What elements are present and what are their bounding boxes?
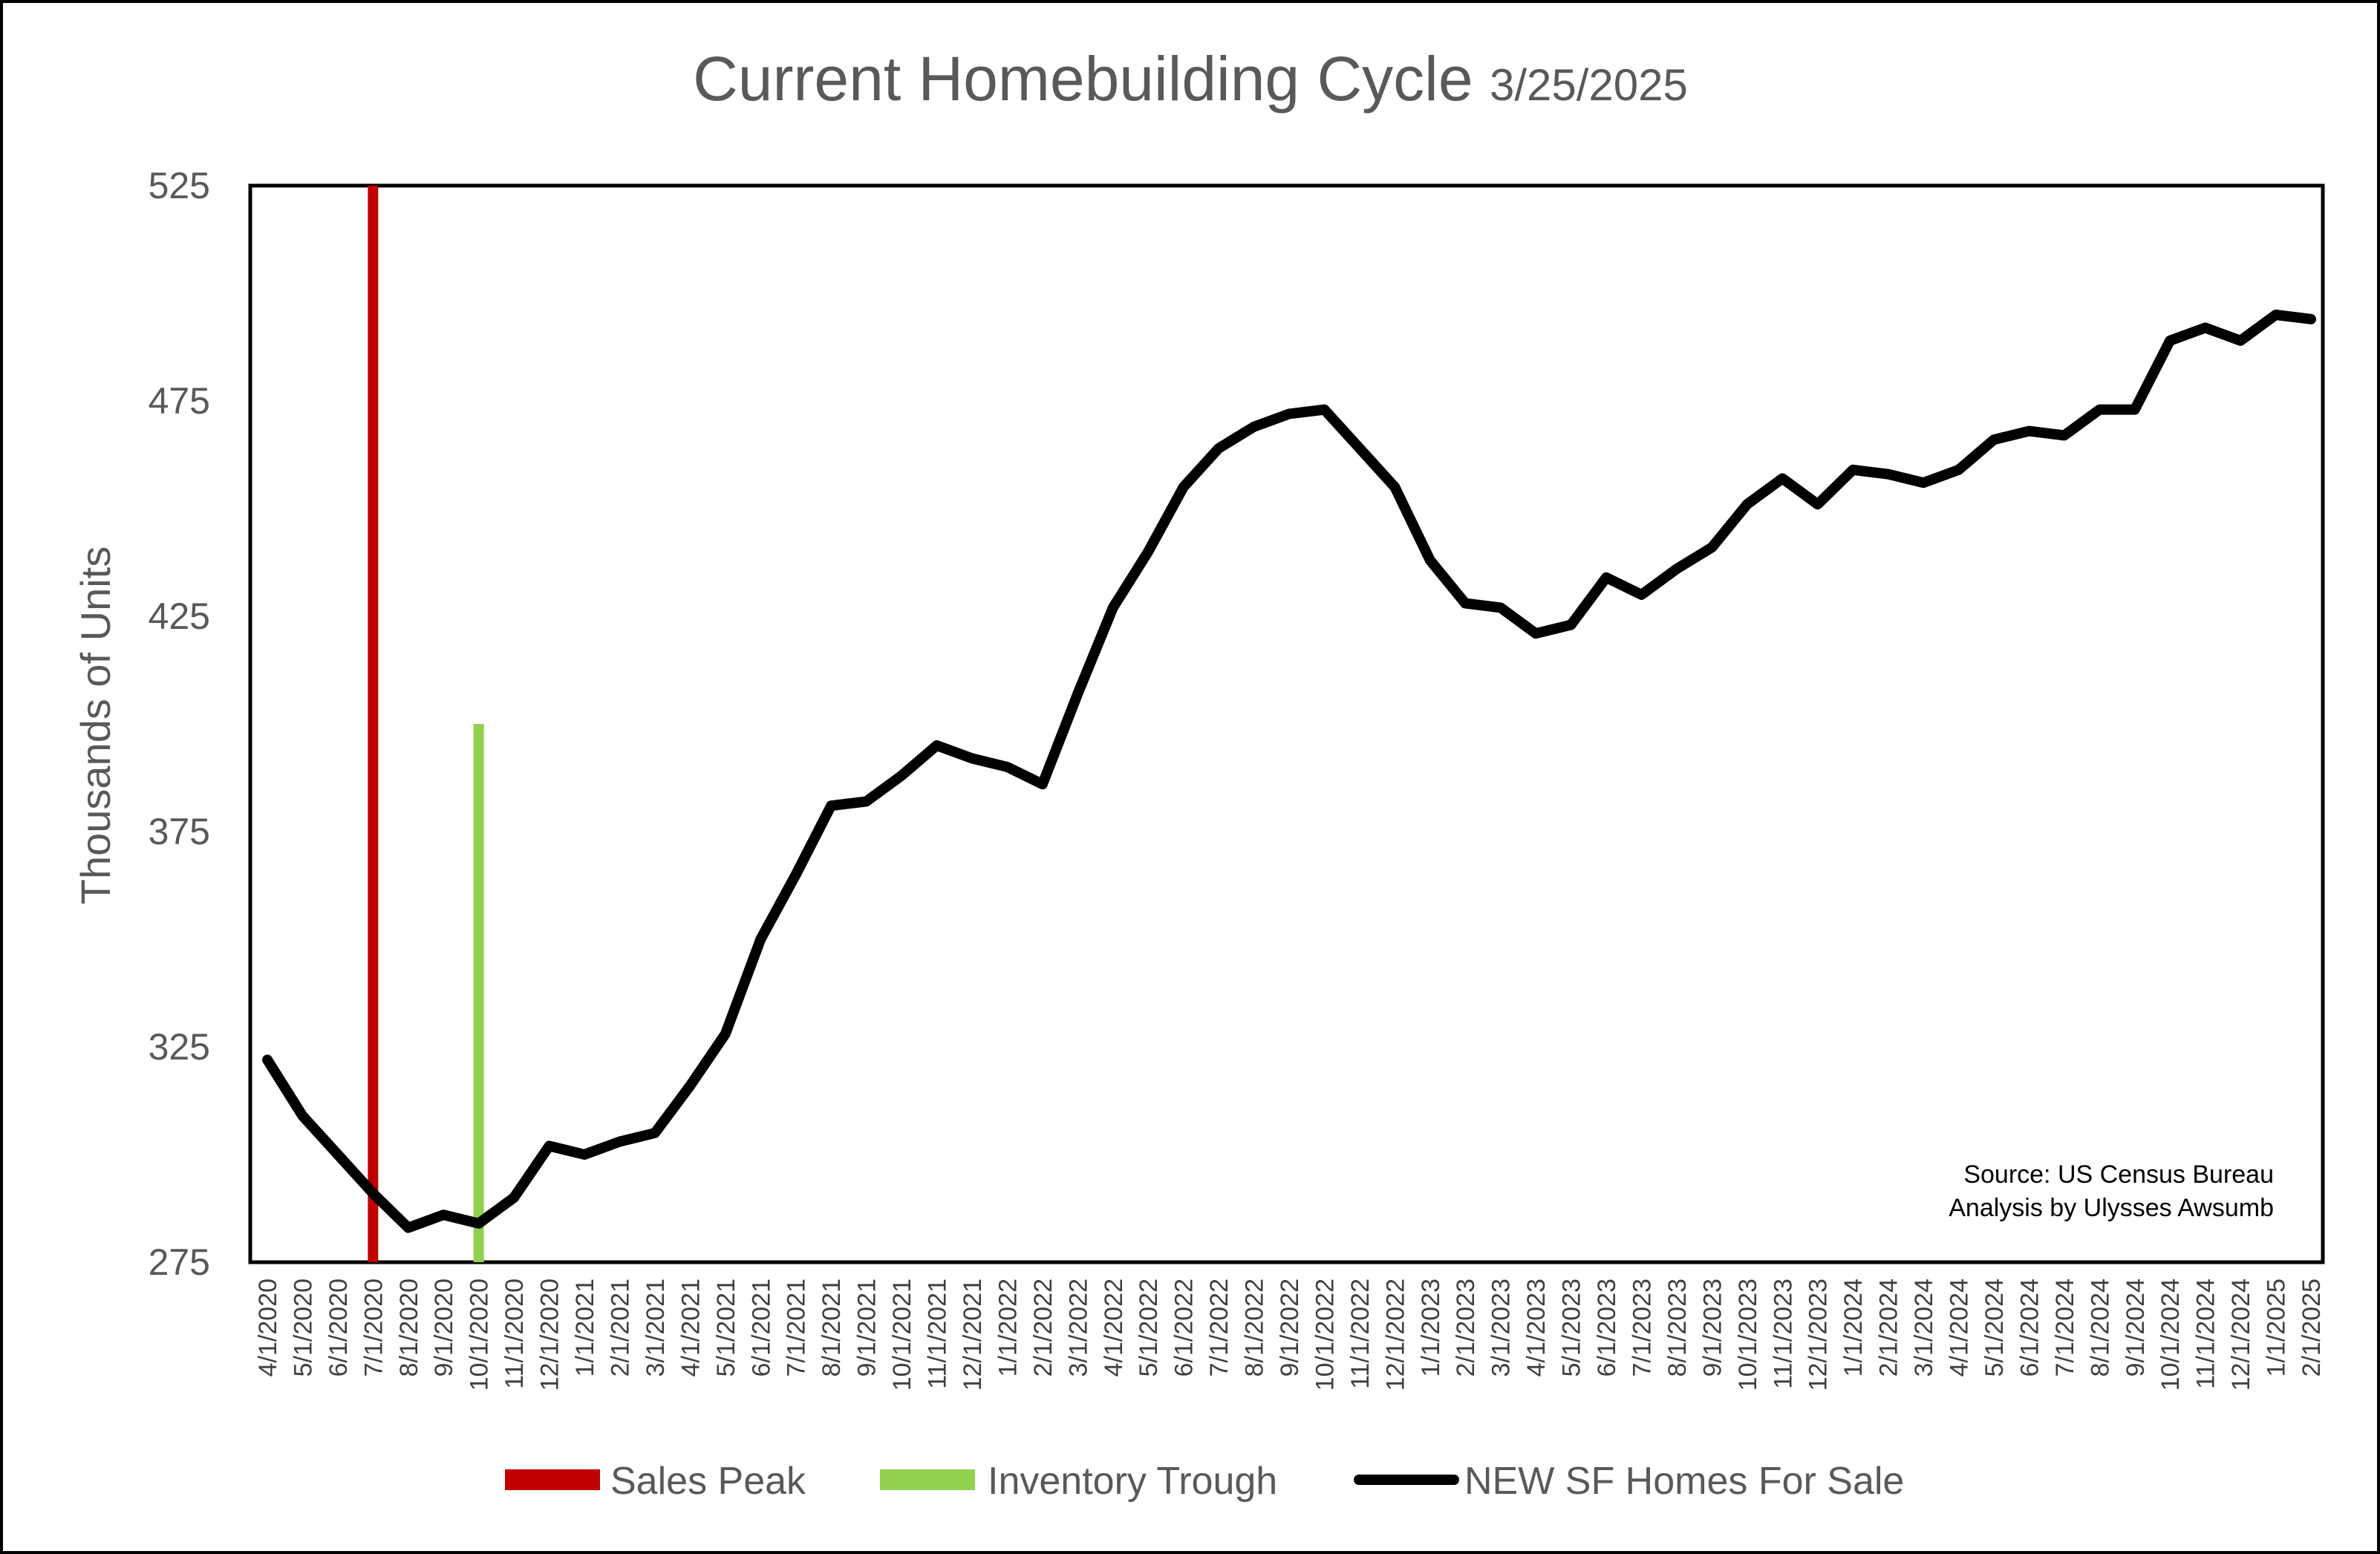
legend: Sales Peak Inventory Trough NEW SF Homes… xyxy=(505,1460,1904,1503)
x-tick-label: 12/1/2022 xyxy=(1381,1279,1409,1391)
x-tick-label: 4/1/2020 xyxy=(254,1279,282,1377)
x-tick-label: 7/1/2023 xyxy=(1628,1279,1656,1377)
x-tick-label: 11/1/2020 xyxy=(501,1279,529,1389)
legend-label-new-sf-homes: NEW SF Homes For Sale xyxy=(1464,1460,1904,1503)
plot-area xyxy=(248,183,2325,1264)
source-line-2: Analysis by Ulysses Awsumb xyxy=(1949,1194,2274,1222)
x-tick-label: 7/1/2021 xyxy=(783,1279,811,1377)
y-tick-label: 475 xyxy=(149,380,210,422)
x-tick-label: 8/1/2024 xyxy=(2086,1279,2114,1377)
legend-label-inventory-trough: Inventory Trough xyxy=(988,1460,1277,1503)
x-tick-label: 2/1/2023 xyxy=(1452,1279,1480,1377)
x-tick-label: 4/1/2024 xyxy=(1946,1279,1974,1377)
marker-line-sales-peak xyxy=(368,186,379,1262)
x-tick-label: 10/1/2022 xyxy=(1311,1279,1339,1391)
x-tick-label: 2/1/2024 xyxy=(1875,1279,1903,1377)
x-tick-label: 3/1/2021 xyxy=(642,1279,670,1377)
x-tick-label: 2/1/2022 xyxy=(1029,1279,1057,1377)
x-tick-label: 9/1/2020 xyxy=(430,1279,458,1377)
x-tick-label: 6/1/2023 xyxy=(1593,1279,1621,1377)
x-tick-label: 8/1/2021 xyxy=(818,1279,846,1377)
y-tick-label: 425 xyxy=(149,595,210,637)
chart-subtitle: 3/25/2025 xyxy=(1490,60,1688,110)
x-tick-label: 3/1/2022 xyxy=(1064,1279,1092,1377)
x-tick-label: 6/1/2020 xyxy=(325,1279,353,1377)
source-annotation: Source: US Census Bureau Analysis by Uly… xyxy=(1949,1160,2274,1222)
x-tick-label: 6/1/2024 xyxy=(2015,1279,2044,1377)
marker-lines xyxy=(368,186,484,1262)
chart-title: Current Homebuilding Cycle 3/25/2025 xyxy=(693,44,1688,114)
x-tick-label: 2/1/2025 xyxy=(2298,1279,2326,1377)
x-tick-label: 7/1/2022 xyxy=(1205,1279,1233,1377)
x-tick-label: 11/1/2021 xyxy=(924,1279,952,1389)
x-tick-label: 8/1/2020 xyxy=(395,1279,423,1377)
x-tick-label: 8/1/2022 xyxy=(1241,1279,1269,1377)
y-tick-label: 525 xyxy=(149,165,210,206)
x-tick-label: 12/1/2020 xyxy=(536,1279,564,1391)
legend-label-sales-peak: Sales Peak xyxy=(610,1460,806,1503)
x-tick-label: 10/1/2024 xyxy=(2156,1279,2185,1391)
source-line-1: Source: US Census Bureau xyxy=(1963,1160,2274,1189)
x-axis-ticks: 4/1/2020 5/1/2020 6/1/2020 7/1/2020 8/1/2020… xyxy=(254,1279,2326,1391)
x-tick-label: 5/1/2023 xyxy=(1558,1279,1586,1377)
x-tick-label: 1/1/2022 xyxy=(994,1279,1022,1377)
x-tick-label: 3/1/2023 xyxy=(1487,1279,1516,1377)
x-tick-label: 1/1/2023 xyxy=(1417,1279,1445,1377)
x-tick-label: 5/1/2021 xyxy=(712,1279,740,1377)
x-tick-label: 4/1/2021 xyxy=(676,1279,705,1377)
x-tick-label: 11/1/2023 xyxy=(1769,1279,1797,1389)
series-line-new-sf-homes xyxy=(262,310,2316,1233)
x-tick-label: 5/1/2020 xyxy=(289,1279,317,1377)
svg-text:Current Homebuilding Cycle: Current Homebuilding Cycle 3/25/2025 xyxy=(693,44,1688,114)
x-tick-label: 7/1/2024 xyxy=(2051,1279,2079,1377)
y-axis-label: Thousands of Units xyxy=(72,546,119,904)
y-tick-label: 375 xyxy=(149,811,210,852)
x-tick-label: 5/1/2022 xyxy=(1135,1279,1163,1377)
x-tick-label: 12/1/2024 xyxy=(2227,1279,2255,1391)
x-tick-label: 2/1/2021 xyxy=(606,1279,634,1377)
marker-line-inventory-trough xyxy=(473,724,484,1262)
y-axis-ticks: 275 325 375 425 475 525 xyxy=(149,165,210,1283)
x-tick-label: 9/1/2022 xyxy=(1276,1279,1304,1377)
x-tick-label: 1/1/2024 xyxy=(1839,1279,1868,1377)
chart-title-text: Current Homebuilding Cycle xyxy=(693,44,1473,114)
legend-swatch-sales-peak xyxy=(505,1469,600,1490)
x-tick-label: 6/1/2021 xyxy=(747,1279,775,1377)
x-tick-label: 1/1/2025 xyxy=(2263,1279,2291,1377)
x-tick-label: 10/1/2023 xyxy=(1734,1279,1762,1391)
x-tick-label: 3/1/2024 xyxy=(1910,1279,1938,1377)
x-tick-label: 1/1/2021 xyxy=(571,1279,599,1377)
x-tick-label: 5/1/2024 xyxy=(1980,1279,2009,1377)
legend-swatch-inventory-trough xyxy=(880,1469,975,1490)
x-tick-label: 8/1/2023 xyxy=(1663,1279,1692,1377)
x-tick-label: 10/1/2021 xyxy=(888,1279,916,1391)
y-tick-label: 325 xyxy=(149,1026,210,1068)
x-tick-label: 12/1/2023 xyxy=(1804,1279,1833,1391)
x-tick-label: 9/1/2023 xyxy=(1698,1279,1727,1377)
x-tick-label: 4/1/2023 xyxy=(1522,1279,1551,1377)
x-tick-label: 11/1/2022 xyxy=(1346,1279,1375,1389)
x-tick-label: 12/1/2021 xyxy=(959,1279,987,1391)
x-tick-label: 10/1/2020 xyxy=(466,1279,494,1391)
x-tick-label: 7/1/2020 xyxy=(359,1279,388,1377)
x-tick-label: 9/1/2024 xyxy=(2122,1279,2150,1377)
y-tick-label: 275 xyxy=(149,1241,210,1283)
x-tick-label: 11/1/2024 xyxy=(2192,1279,2220,1389)
x-tick-label: 4/1/2022 xyxy=(1100,1279,1128,1377)
x-tick-label: 6/1/2022 xyxy=(1170,1279,1199,1377)
x-tick-label: 9/1/2021 xyxy=(853,1279,881,1377)
